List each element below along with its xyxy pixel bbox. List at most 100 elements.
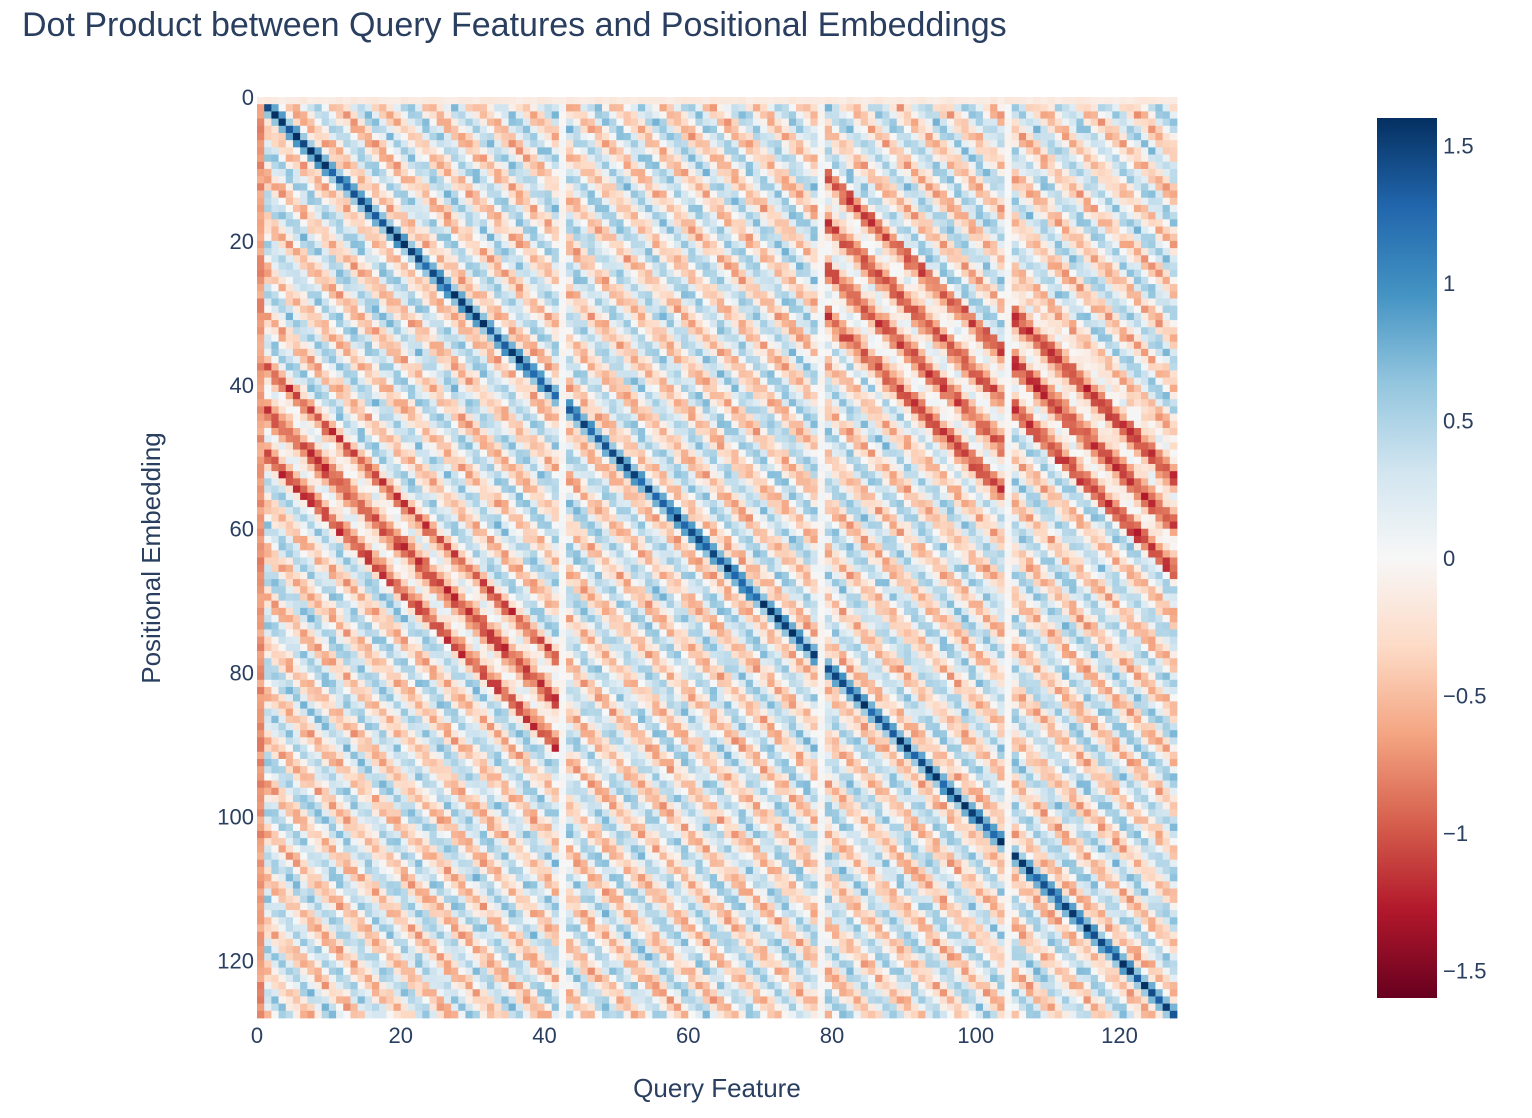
heatmap-cell [760,320,768,328]
heatmap-cell [515,334,524,343]
heatmap-cell [752,204,761,213]
heatmap-cell [760,204,768,213]
heatmap-cell [530,226,538,235]
heatmap-cell [407,255,416,263]
heatmap-cell [839,312,847,321]
heatmap-cell [982,132,991,141]
heatmap-cell [911,204,919,213]
heatmap-cell [573,327,581,335]
heatmap-cell [947,140,955,148]
heatmap-cell [738,212,747,220]
heatmap-cell [544,204,553,213]
heatmap-cell [278,334,287,343]
heatmap-cell [709,327,718,335]
heatmap-cell [537,370,545,379]
heatmap-cell [501,111,509,119]
heatmap-cell [896,298,905,307]
heatmap-cell [810,298,819,307]
heatmap-cell [264,97,272,105]
heatmap-cell [867,197,876,206]
heatmap-cell [1026,132,1034,141]
heatmap-cell [1097,320,1106,328]
heatmap-cell [1054,168,1063,177]
heatmap-cell [1155,320,1164,328]
heatmap-cell [788,97,797,105]
heatmap-cell [717,248,725,256]
heatmap-cell [968,140,977,148]
heatmap-cell [810,111,819,119]
heatmap-cell [1090,161,1099,170]
heatmap-cell [602,248,610,256]
heatmap-cell [1126,291,1135,299]
heatmap-cell [760,291,768,299]
heatmap-cell [307,197,315,206]
heatmap-cell [645,370,653,379]
heatmap-cell [1040,161,1049,170]
heatmap-cell [875,118,883,127]
heatmap-cell [817,341,826,350]
heatmap-cell [824,132,833,141]
heatmap-cell [824,118,833,127]
heatmap-cell [709,255,718,263]
heatmap-cell [889,212,898,220]
heatmap-cell [961,212,969,220]
heatmap-cell [637,132,646,141]
heatmap-cell [422,341,430,350]
heatmap-cell [724,97,732,105]
heatmap-cell [1062,197,1070,206]
heatmap-cell [968,240,977,249]
heatmap-cell [443,132,452,141]
heatmap-cell [616,147,624,155]
heatmap-cell [271,240,279,249]
heatmap-cell [544,104,553,112]
heatmap-cell [292,291,301,299]
heatmap-cell [314,140,323,148]
heatmap-cell [803,226,811,235]
heatmap-cell [990,334,998,343]
heatmap-cell [975,305,984,314]
heatmap-cell [307,240,315,249]
heatmap-cell [1062,132,1070,141]
heatmap-cell [522,104,531,112]
heatmap-cell [637,341,646,350]
heatmap-cell [774,233,783,242]
heatmap-cell [494,97,502,105]
heatmap-cell [580,291,589,299]
heatmap-cell [350,240,359,249]
heatmap-cell [839,298,847,307]
heatmap-cell [422,291,430,299]
heatmap-cell [717,147,725,155]
heatmap-cell [551,370,560,379]
heatmap-cell [307,356,315,364]
heatmap-cell [875,276,883,285]
heatmap-cell [867,168,876,177]
heatmap-cell [1141,190,1149,199]
heatmap-cell [688,219,696,227]
heatmap-cell [889,132,898,141]
heatmap-cell [1004,305,1013,314]
heatmap-cell [911,334,919,343]
heatmap-cell [709,276,718,285]
heatmap-cell [1169,240,1178,249]
heatmap-cell [1047,204,1056,213]
heatmap-cell [947,219,955,227]
heatmap-cell [465,356,474,364]
heatmap-cell [709,197,718,206]
heatmap-cell [407,284,416,292]
heatmap-cell [580,363,589,371]
heatmap-cell [357,233,366,242]
heatmap-cell [810,348,819,357]
heatmap-cell [630,334,639,343]
heatmap-cell [1069,111,1077,119]
heatmap-cell [760,348,768,357]
heatmap-cell [1141,348,1149,357]
heatmap-cell [350,341,359,350]
heatmap-cell [357,334,366,343]
heatmap-cell [1083,240,1092,249]
heatmap-cell [788,334,797,343]
heatmap-cell [781,168,790,177]
heatmap-cell [673,118,682,127]
heatmap-cell [573,168,581,177]
heatmap-cell [918,348,926,357]
heatmap-cell [1155,204,1164,213]
